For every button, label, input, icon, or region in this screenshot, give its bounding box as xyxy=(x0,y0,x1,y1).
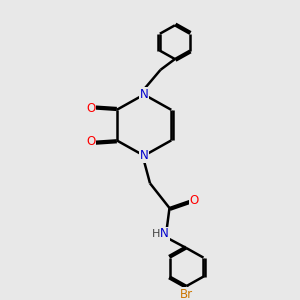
Text: O: O xyxy=(87,102,96,115)
Text: N: N xyxy=(140,149,148,162)
Text: Br: Br xyxy=(180,288,193,300)
Text: O: O xyxy=(190,194,199,207)
Text: N: N xyxy=(140,88,148,101)
Text: O: O xyxy=(87,135,96,148)
Text: N: N xyxy=(160,227,169,240)
Text: H: H xyxy=(152,229,160,238)
